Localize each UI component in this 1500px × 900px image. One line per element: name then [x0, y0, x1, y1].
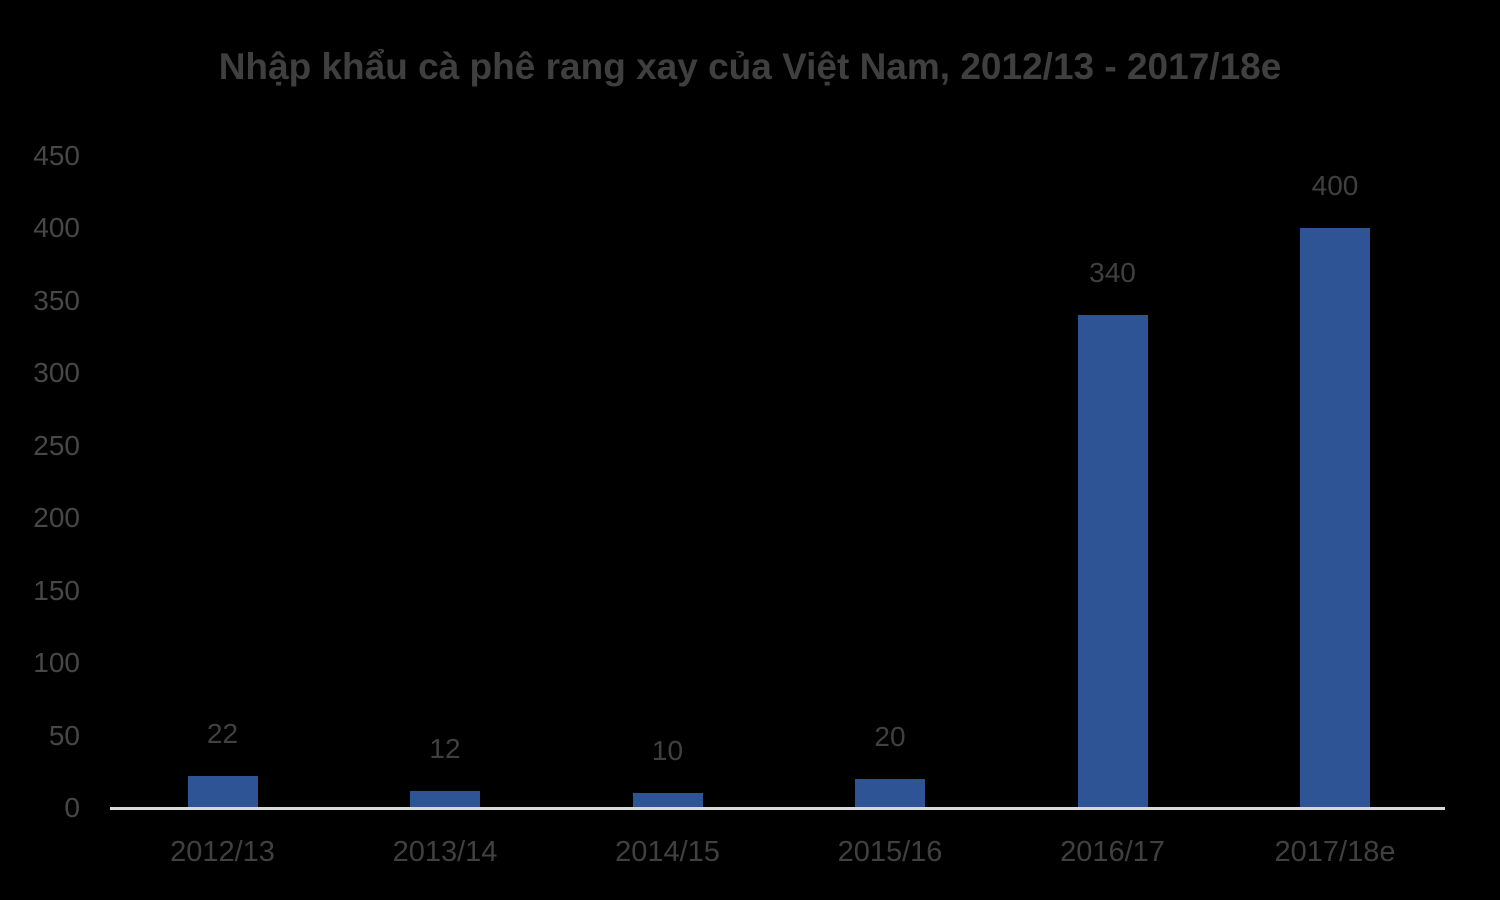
- data-label: 10: [651, 735, 684, 766]
- y-axis-tick-label: 450: [33, 139, 80, 171]
- y-axis-tick-label: 300: [33, 357, 80, 388]
- x-axis-category-label: 2013/14: [392, 836, 498, 868]
- bar-2014/15: [632, 793, 703, 808]
- data-label: 20: [874, 721, 906, 752]
- bar-2015/16: [855, 779, 925, 808]
- x-axis-category-label: 2015/16: [837, 836, 943, 868]
- y-axis-tick-label: 250: [33, 429, 80, 461]
- data-label: 22: [206, 718, 239, 749]
- data-label: 400: [1311, 170, 1359, 201]
- y-axis-tick-label: 200: [33, 502, 80, 533]
- bar-2016/17: [1077, 315, 1148, 808]
- y-axis-tick-label: 100: [33, 647, 80, 678]
- y-axis-tick-label: 150: [33, 574, 80, 606]
- y-axis-tick-label: 400: [33, 212, 80, 243]
- data-label: 12: [429, 733, 461, 764]
- bar-2013/14: [410, 791, 480, 808]
- chart-title: Nhập khẩu cà phê rang xay của Việt Nam, …: [218, 46, 1282, 87]
- y-axis-tick-label: 0: [64, 792, 80, 823]
- data-label: 340: [1089, 257, 1136, 288]
- x-axis-category-label: 2014/15: [615, 836, 720, 868]
- y-axis-tick-label: 350: [33, 284, 80, 316]
- bar-2012/13: [187, 776, 258, 808]
- x-axis-category-label: 2016/17: [1060, 836, 1165, 868]
- x-axis-line: [110, 806, 1445, 810]
- x-axis-category-label: 2017/18e: [1274, 836, 1396, 868]
- y-axis-tick-label: 50: [48, 719, 80, 751]
- bar-2017/18e: [1300, 228, 1370, 808]
- x-axis-category-label: 2012/13: [170, 836, 275, 868]
